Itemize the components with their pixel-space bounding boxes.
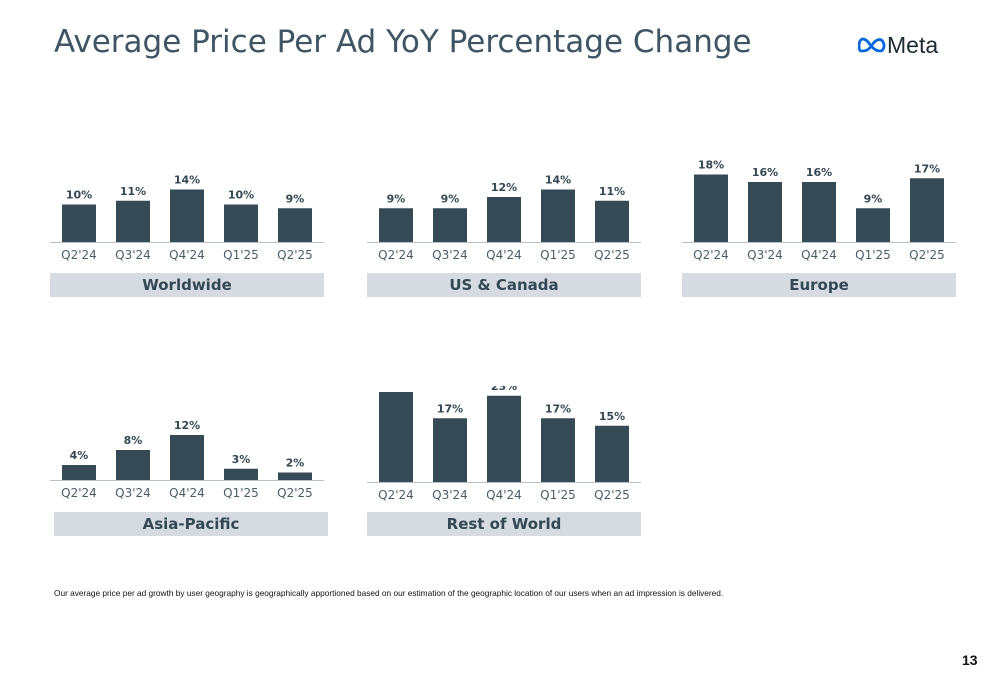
meta-infinity-icon xyxy=(858,37,886,53)
worldwide-bar-3 xyxy=(170,189,204,242)
europe-tick-label-3: Q4'24 xyxy=(801,248,837,262)
rest-of-world-bar-5 xyxy=(595,425,629,482)
rest-of-world-bar-4 xyxy=(541,418,575,482)
region-label-rest-of-world: Rest of World xyxy=(367,512,641,536)
chart-panel-us-canada: 9% Q2'24 9% Q3'24 12% Q4'24 14% Q1'25 11% Q2'25 U… xyxy=(367,150,643,330)
europe-tick-label-5: Q2'25 xyxy=(909,248,945,262)
chart-us-canada: 9% Q2'24 9% Q3'24 12% Q4'24 14% Q1'25 11% Q2'25 xyxy=(367,174,641,262)
chart-worldwide: 10% Q2'24 11% Q3'24 14% Q4'24 10% Q1'25 9% Q2'25 xyxy=(50,174,324,262)
us-canada-tick-label-4: Q1'25 xyxy=(540,248,576,262)
europe-tick-label-1: Q2'24 xyxy=(693,248,729,262)
us-canada-tick-label-1: Q2'24 xyxy=(378,248,414,262)
rest-of-world-value-label-3: 23% xyxy=(491,386,517,393)
rest-of-world-tick-label-2: Q3'24 xyxy=(432,488,468,502)
asia-pacific-bar-4 xyxy=(224,468,258,480)
europe-value-label-1: 18% xyxy=(698,159,724,172)
asia-pacific-value-label-4: 3% xyxy=(232,453,251,466)
chart-panel-asia-pacific: 4% Q2'24 8% Q3'24 12% Q4'24 3% Q1'25 2% Q2'25 Asi… xyxy=(50,386,328,566)
us-canada-bar-5 xyxy=(595,200,629,242)
us-canada-tick-label-3: Q4'24 xyxy=(486,248,522,262)
rest-of-world-tick-label-1: Q2'24 xyxy=(378,488,414,502)
worldwide-bar-5 xyxy=(278,208,312,242)
chart-panel-worldwide: 10% Q2'24 11% Q3'24 14% Q4'24 10% Q1'25 9% Q2'25 … xyxy=(50,150,326,330)
worldwide-tick-label-4: Q1'25 xyxy=(223,248,259,262)
worldwide-tick-label-3: Q4'24 xyxy=(169,248,205,262)
us-canada-value-label-5: 11% xyxy=(599,185,625,198)
us-canada-bar-2 xyxy=(433,208,467,242)
rest-of-world-value-label-1: 24% xyxy=(383,386,409,389)
rest-of-world-value-label-4: 17% xyxy=(545,402,571,415)
worldwide-value-label-4: 10% xyxy=(228,189,254,202)
us-canada-value-label-3: 12% xyxy=(491,181,517,194)
worldwide-value-label-2: 11% xyxy=(120,185,146,198)
rest-of-world-tick-label-3: Q4'24 xyxy=(486,488,522,502)
us-canada-value-label-4: 14% xyxy=(545,174,571,187)
europe-bar-3 xyxy=(802,182,836,242)
europe-value-label-2: 16% xyxy=(752,166,778,179)
europe-bar-5 xyxy=(910,178,944,242)
europe-value-label-5: 17% xyxy=(914,162,940,175)
europe-value-label-4: 9% xyxy=(864,192,883,205)
footnote: Our average price per ad growth by user … xyxy=(54,588,724,598)
chart-asia-pacific: 4% Q2'24 8% Q3'24 12% Q4'24 3% Q1'25 2% Q2'25 xyxy=(50,419,324,500)
europe-bar-2 xyxy=(748,182,782,242)
asia-pacific-bar-1 xyxy=(62,465,96,480)
rest-of-world-bar-1 xyxy=(379,392,413,482)
asia-pacific-bar-5 xyxy=(278,472,312,480)
meta-logo: Meta xyxy=(858,32,958,60)
chart-europe: 18% Q2'24 16% Q3'24 16% Q4'24 9% Q1'25 17% Q2'25 xyxy=(682,159,956,262)
us-canada-value-label-2: 9% xyxy=(441,192,460,205)
asia-pacific-tick-label-4: Q1'25 xyxy=(223,486,259,500)
worldwide-value-label-5: 9% xyxy=(286,192,305,205)
page-title: Average Price Per Ad YoY Percentage Chan… xyxy=(54,24,752,60)
rest-of-world-bar-2 xyxy=(433,418,467,482)
asia-pacific-bar-3 xyxy=(170,435,204,480)
asia-pacific-value-label-3: 12% xyxy=(174,419,200,432)
meta-logo-text: Meta xyxy=(887,32,939,58)
worldwide-value-label-1: 10% xyxy=(66,189,92,202)
europe-bar-4 xyxy=(856,208,890,242)
chart-rest-of-world: 24% Q2'24 17% Q3'24 23% Q4'24 17% Q1'25 15% Q2'25 xyxy=(367,386,641,502)
region-label-asia-pacific: Asia-Pacific xyxy=(54,512,328,536)
asia-pacific-tick-label-1: Q2'24 xyxy=(61,486,97,500)
us-canada-tick-label-5: Q2'25 xyxy=(594,248,630,262)
worldwide-tick-label-1: Q2'24 xyxy=(61,248,97,262)
asia-pacific-value-label-2: 8% xyxy=(124,434,143,447)
worldwide-bar-1 xyxy=(62,204,96,242)
page-number: 13 xyxy=(962,652,978,668)
europe-tick-label-4: Q1'25 xyxy=(855,248,891,262)
europe-bar-1 xyxy=(694,174,728,242)
worldwide-bar-2 xyxy=(116,200,150,242)
asia-pacific-tick-label-5: Q2'25 xyxy=(277,486,313,500)
us-canada-bar-4 xyxy=(541,189,575,242)
worldwide-bar-4 xyxy=(224,204,258,242)
us-canada-bar-3 xyxy=(487,197,521,242)
worldwide-tick-label-5: Q2'25 xyxy=(277,248,313,262)
rest-of-world-value-label-5: 15% xyxy=(599,410,625,423)
asia-pacific-value-label-1: 4% xyxy=(70,449,89,462)
rest-of-world-value-label-2: 17% xyxy=(437,402,463,415)
us-canada-value-label-1: 9% xyxy=(387,192,406,205)
worldwide-value-label-3: 14% xyxy=(174,174,200,187)
region-label-worldwide: Worldwide xyxy=(50,273,324,297)
rest-of-world-tick-label-4: Q1'25 xyxy=(540,488,576,502)
chart-panel-europe: 18% Q2'24 16% Q3'24 16% Q4'24 9% Q1'25 17% Q2'25 … xyxy=(682,150,958,330)
asia-pacific-value-label-5: 2% xyxy=(286,457,305,470)
asia-pacific-tick-label-2: Q3'24 xyxy=(115,486,151,500)
europe-tick-label-2: Q3'24 xyxy=(747,248,783,262)
asia-pacific-bar-2 xyxy=(116,450,150,480)
chart-panel-rest-of-world: 24% Q2'24 17% Q3'24 23% Q4'24 17% Q1'25 15% Q2'25… xyxy=(367,386,643,566)
us-canada-tick-label-2: Q3'24 xyxy=(432,248,468,262)
region-label-europe: Europe xyxy=(682,273,956,297)
europe-value-label-3: 16% xyxy=(806,166,832,179)
rest-of-world-tick-label-5: Q2'25 xyxy=(594,488,630,502)
us-canada-bar-1 xyxy=(379,208,413,242)
region-label-us-canada: US & Canada xyxy=(367,273,641,297)
rest-of-world-bar-3 xyxy=(487,395,521,482)
asia-pacific-tick-label-3: Q4'24 xyxy=(169,486,205,500)
worldwide-tick-label-2: Q3'24 xyxy=(115,248,151,262)
